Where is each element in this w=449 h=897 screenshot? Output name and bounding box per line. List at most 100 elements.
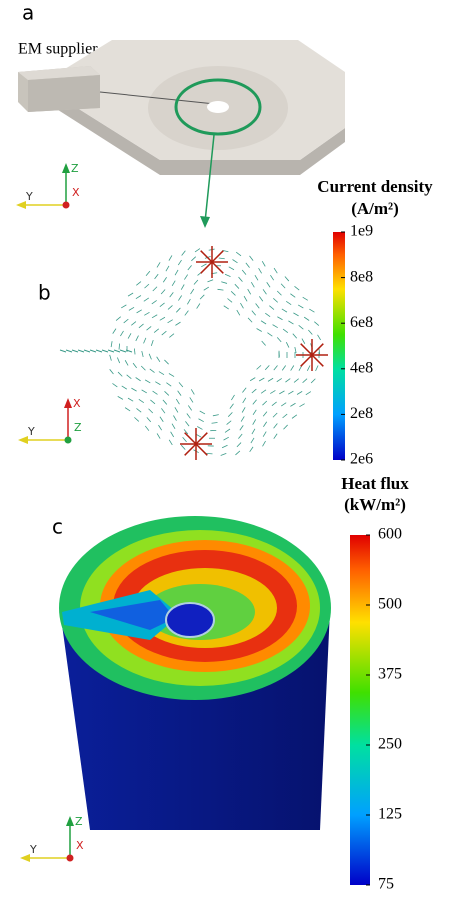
axis-origin <box>65 437 72 444</box>
colorbar-title: Heat flux <box>341 474 409 493</box>
vector <box>225 429 230 432</box>
vector <box>309 309 314 312</box>
axis-label: X <box>72 186 80 199</box>
vector <box>294 286 299 290</box>
vector <box>274 365 278 370</box>
axis-head <box>18 436 28 444</box>
vector <box>153 287 157 291</box>
vector <box>90 350 96 352</box>
vector <box>279 391 284 394</box>
vector <box>157 357 160 362</box>
vector <box>281 284 285 288</box>
axis-label: Y <box>27 425 35 438</box>
vector <box>318 335 321 340</box>
vector <box>262 401 266 405</box>
vector <box>155 382 160 385</box>
vector <box>240 425 243 430</box>
vector <box>168 305 172 309</box>
vector <box>165 391 169 395</box>
vector <box>243 398 246 403</box>
current-vector <box>196 433 207 444</box>
vector <box>144 312 149 315</box>
vector <box>169 374 174 377</box>
panel-label: b <box>38 281 51 305</box>
vector <box>160 303 165 307</box>
vector <box>238 434 242 439</box>
colorbar-tick-label: 250 <box>378 736 402 753</box>
vector <box>290 294 295 298</box>
vector <box>267 333 272 336</box>
vector <box>175 270 178 275</box>
vector <box>294 379 299 383</box>
vector <box>201 264 206 267</box>
vector <box>285 379 290 383</box>
vector <box>144 298 149 301</box>
vector <box>232 259 237 262</box>
vector <box>137 310 142 313</box>
vector <box>122 386 127 389</box>
vector <box>117 358 119 364</box>
vector <box>188 405 191 410</box>
vector-field <box>60 246 328 460</box>
vector <box>259 378 264 381</box>
vector <box>304 317 309 320</box>
current-vector <box>185 433 196 444</box>
current-vector <box>312 355 323 366</box>
vector <box>125 408 130 411</box>
vector <box>204 287 209 290</box>
vector <box>145 284 149 288</box>
vector <box>259 296 263 301</box>
vector <box>153 391 158 394</box>
axis-label: Z <box>71 162 79 175</box>
vector <box>150 369 155 373</box>
vector <box>173 416 176 421</box>
vector <box>213 415 219 416</box>
vector <box>282 365 285 370</box>
current-vector <box>301 344 312 355</box>
vector <box>111 341 112 347</box>
vector <box>159 372 164 375</box>
vector <box>283 414 288 418</box>
annotation: EM supplier <box>18 41 98 58</box>
vector <box>191 289 194 294</box>
vector <box>160 417 163 422</box>
vector <box>253 400 257 405</box>
colorbar-unit: (kW/m²) <box>344 495 406 514</box>
vector <box>175 322 180 325</box>
vector <box>273 325 278 328</box>
vector <box>248 289 251 294</box>
vector <box>162 331 167 335</box>
vector <box>263 441 266 446</box>
vector <box>293 334 297 339</box>
axis-head <box>66 816 74 826</box>
vector <box>144 338 146 344</box>
vector <box>163 400 167 405</box>
vector <box>277 337 281 342</box>
vector <box>84 350 90 352</box>
vector <box>290 403 295 406</box>
vector <box>161 408 165 413</box>
vector <box>231 291 235 295</box>
colorbar-tick-label: 6e8 <box>350 314 373 331</box>
vector <box>263 289 266 294</box>
vector <box>311 379 315 383</box>
vector <box>298 305 303 308</box>
vector <box>170 292 174 297</box>
vector <box>142 390 147 393</box>
vector <box>285 277 289 282</box>
vector <box>244 296 247 301</box>
axis-label: X <box>73 397 81 410</box>
vector <box>166 383 171 387</box>
colorbar-tick-label: 375 <box>378 666 402 683</box>
colorbar-tick-label: 1e9 <box>350 223 373 240</box>
vector <box>169 255 172 260</box>
current-vector <box>212 251 223 262</box>
vector <box>113 329 116 334</box>
vector <box>112 383 117 387</box>
colorbar-tick-label: 4e8 <box>350 359 373 376</box>
vector <box>195 249 200 252</box>
vector <box>184 275 187 280</box>
vector <box>253 419 256 424</box>
vector <box>286 342 289 347</box>
axis-head <box>20 854 30 862</box>
